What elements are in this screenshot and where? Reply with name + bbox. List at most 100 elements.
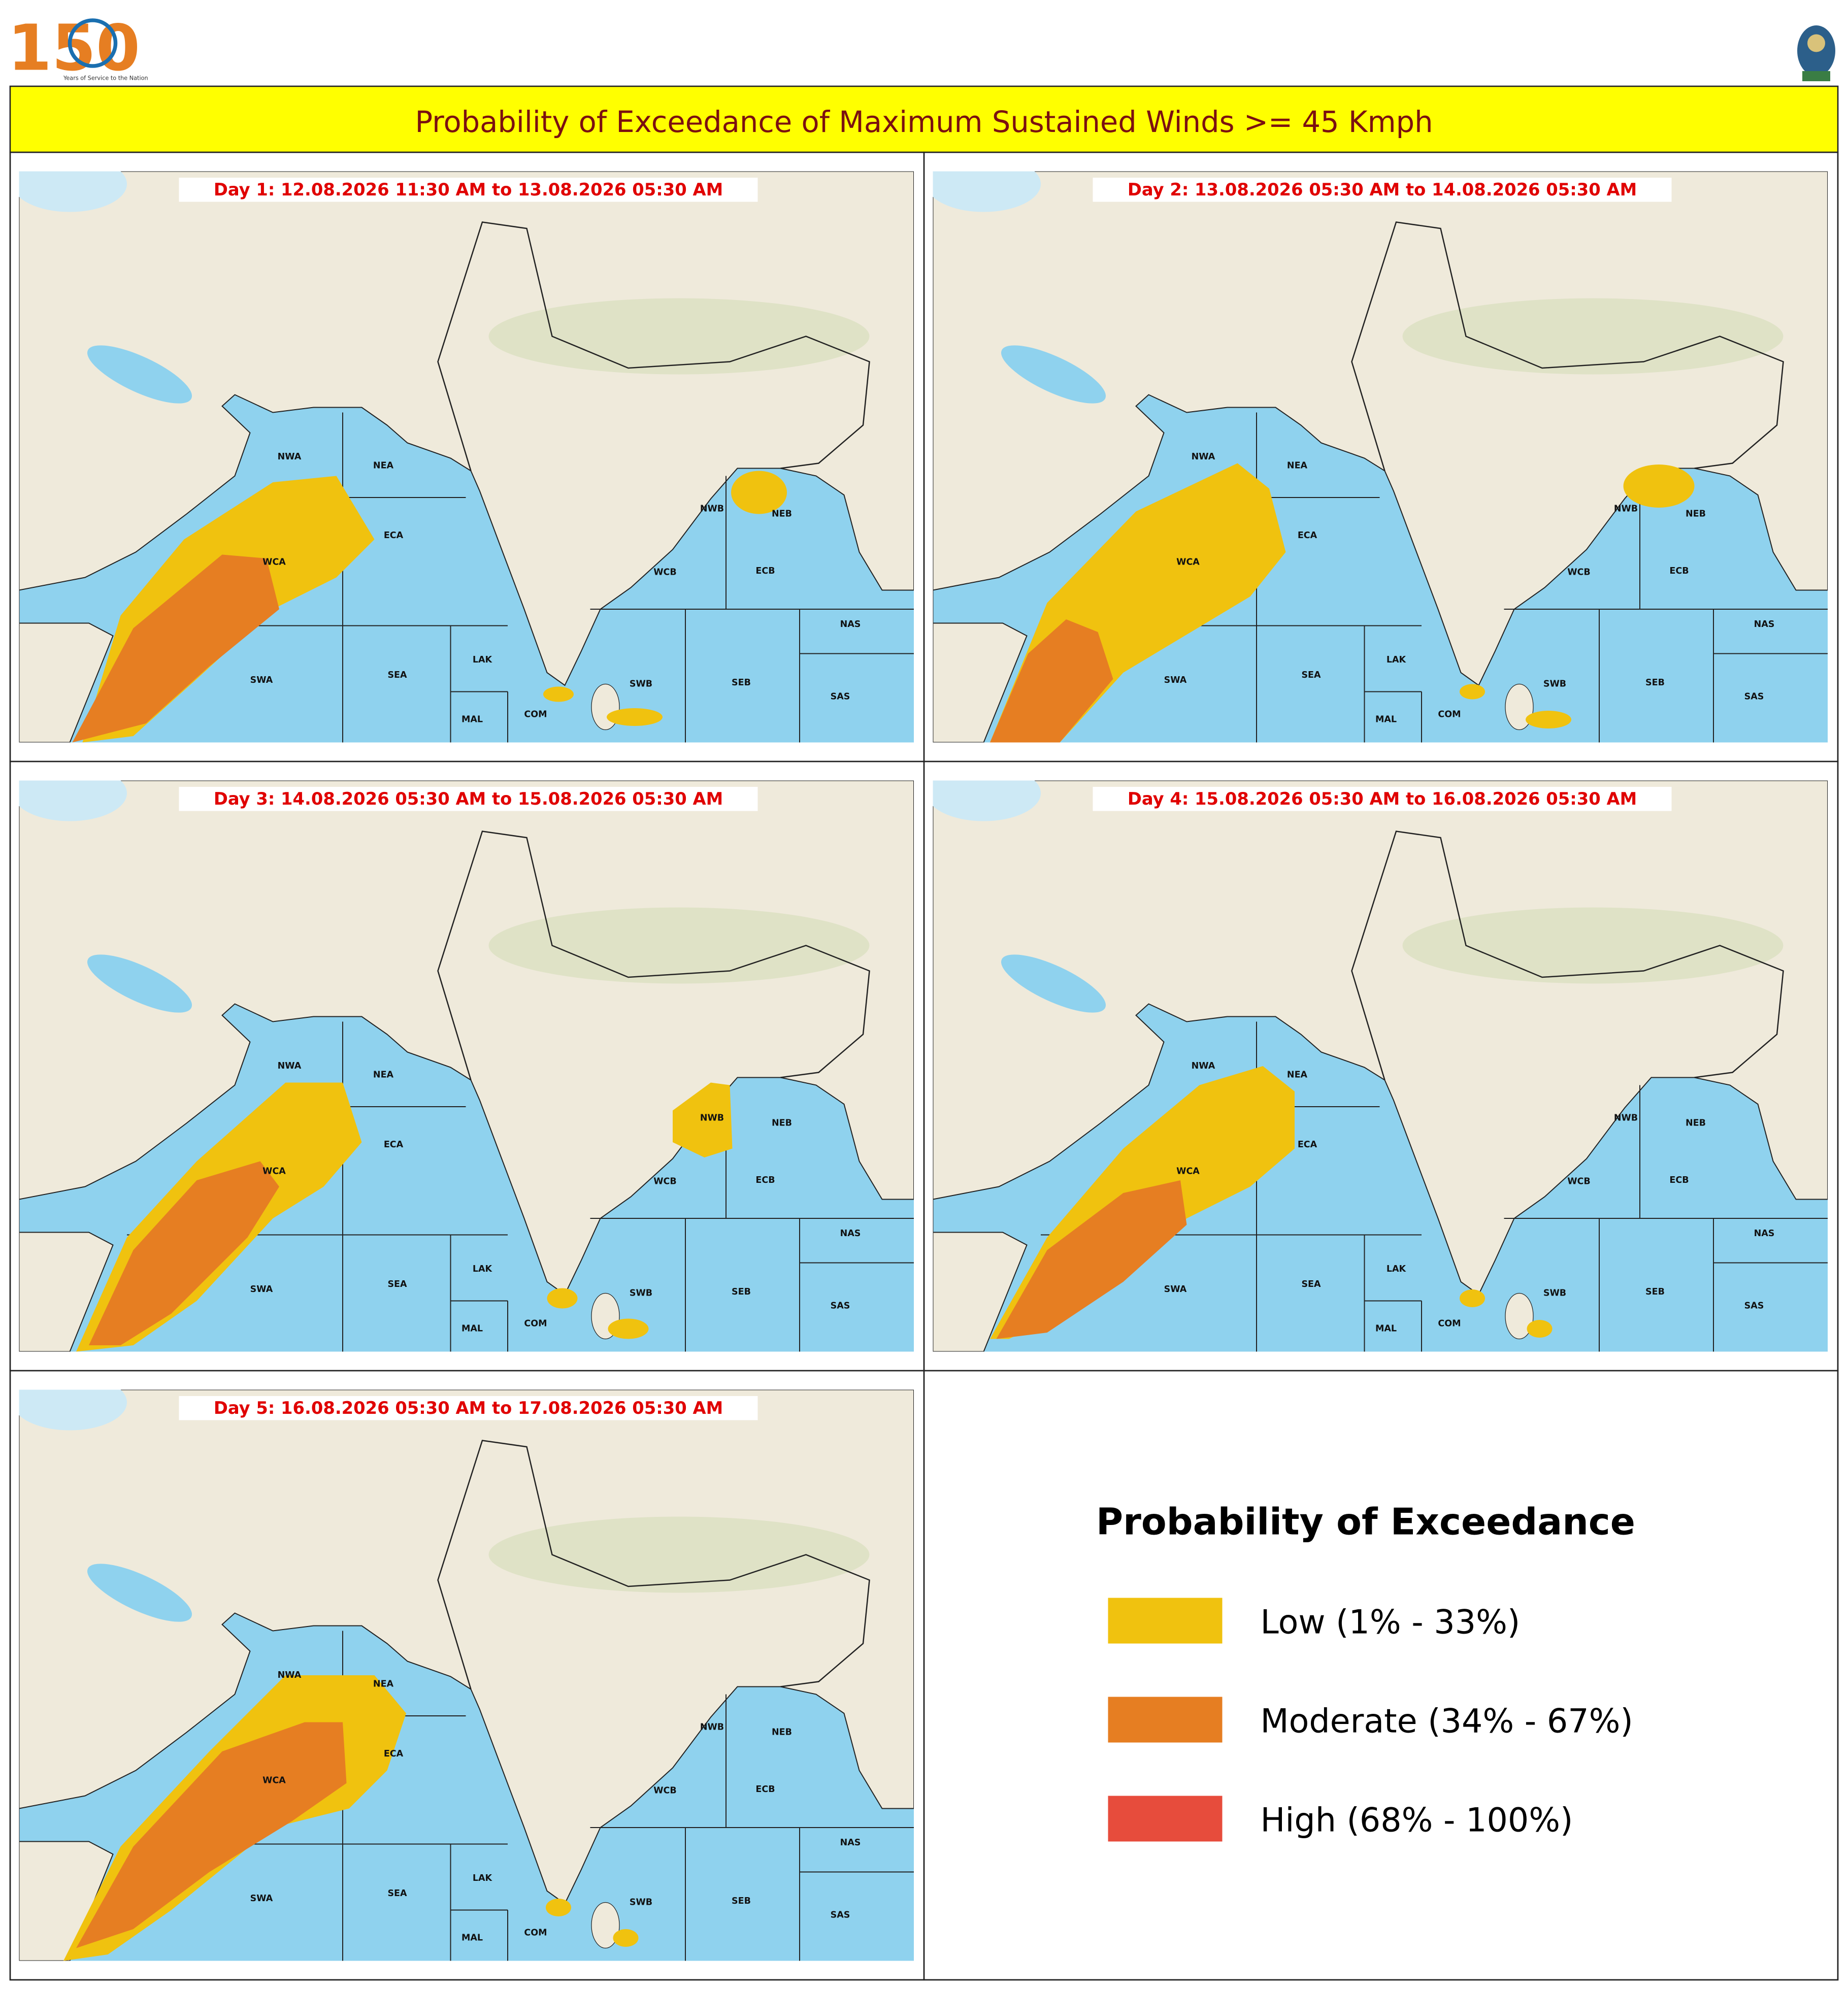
region-label: NEA <box>373 1070 394 1080</box>
legend-swatch <box>1108 1598 1223 1644</box>
day-label: Day 3: 14.08.2026 05:30 AM to 15.08.2026… <box>214 789 723 809</box>
logo-caption: Years of Service to the Nation <box>63 75 148 82</box>
day-label-box <box>179 787 758 811</box>
india-border <box>437 1440 870 1689</box>
region-label: SEA <box>1301 1279 1321 1289</box>
region-label: WCA <box>1176 557 1200 568</box>
region-label: SAS <box>1744 692 1764 702</box>
region-label: SWA <box>250 1284 273 1295</box>
region-label: NEB <box>1686 509 1706 519</box>
region-label: SWB <box>630 1288 652 1299</box>
probability-area <box>89 1161 279 1345</box>
region-label: ECA <box>1298 530 1317 541</box>
legend: Probability of Exceedance Low (1% - 33%) M… <box>1096 1501 1635 1842</box>
map-panel: NWA NEA ECA WCA SWA SEA LAK MAL COM SWB SEB NAS SAS N… <box>19 171 914 743</box>
region-label: MAL <box>1375 715 1397 725</box>
region-label: COM <box>524 710 547 720</box>
logo: 150 Years of Service to the Nation <box>8 12 148 85</box>
probability-area <box>1526 711 1571 728</box>
region-label: WCB <box>1567 1177 1591 1187</box>
region-label: ECB <box>755 566 775 576</box>
probability-area <box>613 1929 639 1947</box>
region-label: NAS <box>840 1229 861 1239</box>
region-label: NWB <box>1614 1113 1638 1123</box>
day-label: Day 4: 15.08.2026 05:30 AM to 16.08.2026… <box>1128 789 1637 809</box>
day-label: Day 2: 13.08.2026 05:30 AM to 14.08.2026… <box>1128 180 1637 200</box>
probability-area <box>1527 1320 1553 1338</box>
panel-grid: NWA NEA ECA WCA SWA SEA LAK MAL COM SWB SEB NAS SAS N… <box>9 151 1839 1981</box>
probability-area <box>996 1180 1187 1339</box>
probability-area <box>607 708 663 726</box>
probability-area <box>543 686 574 702</box>
day-label: Day 1: 12.08.2026 11:30 AM to 13.08.2026… <box>214 180 723 200</box>
region-label: SWB <box>1543 1288 1566 1299</box>
region-label: ECB <box>755 1175 775 1185</box>
map-panel: NWA NEA ECA WCA SWA SEA LAK MAL COM SWB SEB NAS SAS N… <box>19 780 914 1352</box>
region-label: WCA <box>262 1167 286 1177</box>
region-label: WCA <box>262 557 286 568</box>
probability-area <box>731 471 787 514</box>
legend-label: Low (1% - 33%) <box>1261 1604 1521 1642</box>
region-label: NEA <box>1287 1070 1308 1080</box>
region-label: MAL <box>1375 1324 1397 1334</box>
region-label: NEA <box>373 1679 394 1689</box>
himalaya <box>488 298 870 375</box>
india-border <box>437 831 870 1080</box>
region-label: SWA <box>1164 1284 1187 1295</box>
region-label: ECA <box>1298 1140 1317 1150</box>
sri-lanka <box>591 1902 620 1949</box>
region-label: NEB <box>1686 1118 1706 1129</box>
logo-number: 150 <box>8 12 140 85</box>
region-label: WCB <box>1567 568 1591 578</box>
region-label: NEB <box>772 1728 792 1738</box>
persian-gulf <box>87 954 192 1013</box>
persian-gulf <box>1001 345 1106 404</box>
region-label: NWA <box>1192 452 1215 462</box>
india-border <box>437 221 870 471</box>
region-label: ECB <box>1669 1175 1689 1185</box>
region-label: NWB <box>700 504 724 514</box>
caspian-sea <box>933 780 1041 821</box>
region-label: NAS <box>840 619 861 629</box>
probability-area <box>76 1722 347 1948</box>
probability-area <box>608 1318 649 1339</box>
region-label: SEA <box>387 1888 407 1899</box>
region-label: NWB <box>700 1722 724 1733</box>
day-label: Day 5: 16.08.2026 05:30 AM to 17.08.2026… <box>214 1398 723 1418</box>
region-label: SWB <box>1543 679 1566 689</box>
region-label: NWA <box>278 1670 302 1680</box>
probability-area <box>547 1288 578 1309</box>
region-label: COM <box>1438 710 1461 720</box>
map-panel: NWA NEA ECA WCA SWA SEA LAK MAL COM SWB SEB NAS SAS N… <box>19 1389 914 1961</box>
region-label: SWA <box>250 1894 273 1904</box>
day-label-box <box>179 1396 758 1420</box>
region-label: NEB <box>772 509 792 519</box>
region-label: NWB <box>1614 504 1638 514</box>
himalaya <box>1402 298 1784 375</box>
persian-gulf <box>87 1564 192 1622</box>
region-label: SEB <box>732 1287 751 1297</box>
day-label-box <box>1093 178 1672 202</box>
region-label: NAS <box>1754 1229 1775 1239</box>
region-label: SWA <box>1164 675 1187 685</box>
region-label: LAK <box>1387 1264 1407 1274</box>
region-label: SWB <box>630 1898 652 1908</box>
legend-swatch <box>1108 1796 1223 1842</box>
region-label: MAL <box>461 715 483 725</box>
caspian-sea <box>19 1389 127 1431</box>
region-label: NEA <box>1287 461 1308 471</box>
region-label: COM <box>524 1319 547 1329</box>
legend-swatch <box>1108 1697 1223 1743</box>
region-label: SAS <box>831 1910 850 1920</box>
probability-area <box>1460 1289 1485 1307</box>
legend-title: Probability of Exceedance <box>1096 1501 1635 1544</box>
header-bar <box>9 85 1839 153</box>
region-label: LAK <box>473 655 493 665</box>
region-label: WCB <box>653 1786 677 1796</box>
region-label: NAS <box>840 1838 861 1848</box>
probability-area <box>1460 684 1485 700</box>
caspian-sea <box>19 780 127 821</box>
persian-gulf <box>87 345 192 404</box>
region-label: ECA <box>384 1140 404 1150</box>
